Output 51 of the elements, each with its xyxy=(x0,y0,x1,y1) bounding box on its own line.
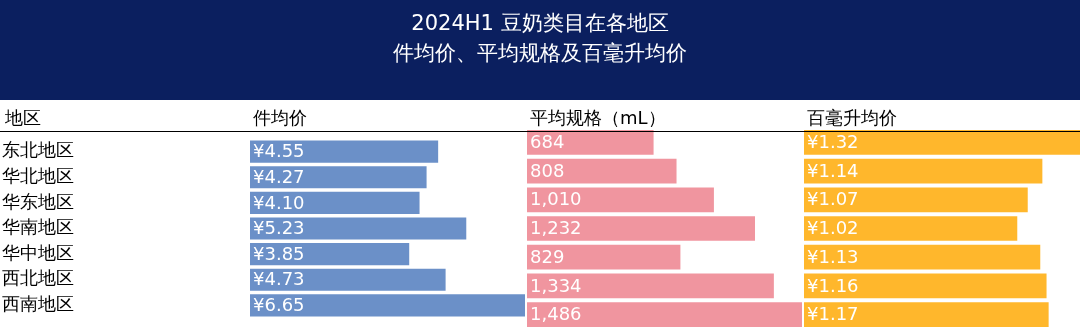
chart-title: 件均价 xyxy=(253,106,307,130)
bar xyxy=(250,217,467,240)
data-label: ¥4.27 xyxy=(253,165,305,187)
text: 件均价、平均规格及百毫升均价 xyxy=(392,40,688,67)
bar xyxy=(804,216,1018,241)
bar xyxy=(804,158,1043,184)
data-label: ¥1.07 xyxy=(807,188,859,210)
bar xyxy=(527,273,774,299)
data-label: ¥1.02 xyxy=(807,217,859,239)
data-label: 829 xyxy=(530,245,565,267)
bar xyxy=(250,243,410,266)
data-label: ¥1.16 xyxy=(807,274,859,296)
data-label: ¥6.65 xyxy=(253,294,305,316)
y-tick-label: 西北地区 xyxy=(2,267,74,289)
bar xyxy=(250,191,420,214)
bar xyxy=(804,130,1080,155)
y-tick-label: 西南地区 xyxy=(2,293,74,315)
data-label: ¥1.14 xyxy=(807,159,859,181)
bar xyxy=(250,268,446,291)
bar xyxy=(527,187,714,213)
data-label: 1,010 xyxy=(530,188,582,210)
y-tick-label: 华东地区 xyxy=(2,190,74,212)
text: 2024H1 豆奶类目在各地区 xyxy=(410,10,670,37)
bar xyxy=(527,216,755,241)
bar xyxy=(804,273,1047,299)
data-label: ¥1.17 xyxy=(807,303,859,325)
bar xyxy=(250,140,439,163)
bar xyxy=(804,244,1041,270)
y-tick-label: 东北地区 xyxy=(2,139,74,161)
data-label: ¥5.23 xyxy=(253,217,305,239)
data-label: ¥4.55 xyxy=(253,140,305,162)
data-label: 1,486 xyxy=(530,303,582,325)
bar xyxy=(527,158,677,184)
data-label: 684 xyxy=(530,131,565,153)
bar xyxy=(804,187,1028,213)
y-tick-label: 华中地区 xyxy=(2,241,74,263)
y-axis-title: 地区 xyxy=(5,106,41,130)
chart-title: 百毫升均价 xyxy=(807,106,897,130)
data-label: ¥1.13 xyxy=(807,245,859,267)
y-tick-label: 华南地区 xyxy=(2,216,74,238)
bar xyxy=(527,244,681,270)
data-label: 1,232 xyxy=(530,217,582,239)
data-label: ¥1.32 xyxy=(807,131,859,153)
chart-title: 平均规格（mL） xyxy=(530,106,666,130)
y-tick-label: 华北地区 xyxy=(2,164,74,186)
bar xyxy=(250,166,427,189)
data-label: 808 xyxy=(530,159,565,181)
data-label: 1,334 xyxy=(530,274,582,296)
data-label: ¥3.85 xyxy=(253,242,305,264)
data-label: ¥4.10 xyxy=(253,191,305,213)
data-label: ¥4.73 xyxy=(253,268,305,290)
